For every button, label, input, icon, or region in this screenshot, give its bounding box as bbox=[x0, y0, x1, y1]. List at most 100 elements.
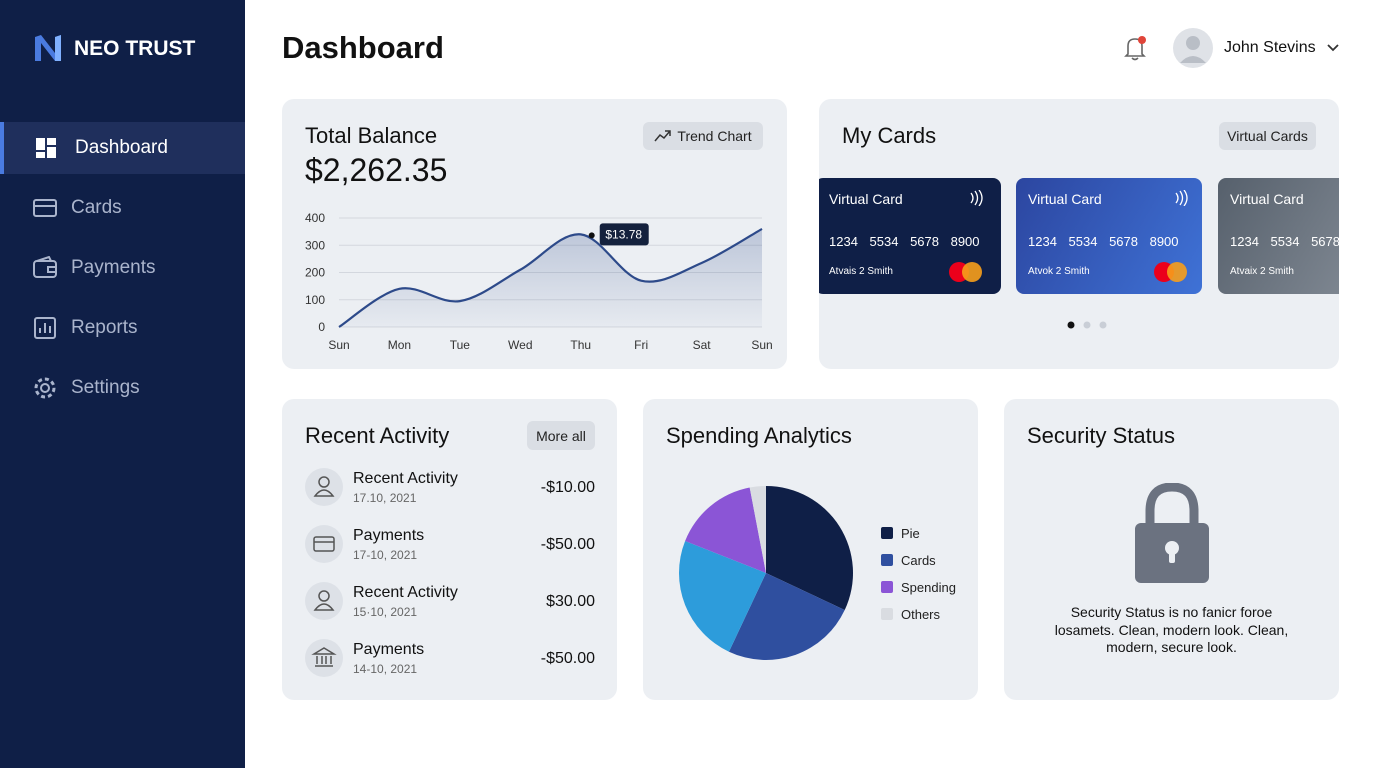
brand: NEO TRUST bbox=[74, 37, 196, 60]
button-label: Trend Chart bbox=[677, 128, 752, 144]
trend-button[interactable]: Trend Chart bbox=[643, 122, 763, 150]
activity-date: 15·10, 2021 bbox=[353, 605, 418, 619]
balance-amount: $2,262.35 bbox=[305, 152, 448, 188]
y-tick-label: 0 bbox=[318, 320, 325, 334]
panel-title: Security Status bbox=[1027, 423, 1175, 448]
security-text: Security Status is no fanicr foroe losam… bbox=[1054, 604, 1289, 655]
contactless bbox=[970, 190, 983, 206]
x-tick-label: Wed bbox=[508, 338, 532, 352]
logo bbox=[35, 35, 61, 61]
activity-date: 14-10, 2021 bbox=[353, 662, 418, 676]
activity-amount: -$50.00 bbox=[540, 536, 595, 553]
cards-panel: My Cards Virtual Cards Virtual Card 1234… bbox=[819, 99, 1339, 369]
nav-label: Reports bbox=[71, 317, 138, 338]
legend-label: Others bbox=[901, 607, 941, 622]
y-tick-label: 200 bbox=[305, 266, 325, 280]
security-panel: Security Status Security Status is no fa… bbox=[1004, 399, 1339, 700]
legend-swatch bbox=[881, 608, 893, 620]
line-series bbox=[338, 227, 763, 328]
panel-title: My Cards bbox=[842, 123, 937, 148]
activity-amount: -$10.00 bbox=[540, 479, 595, 496]
icon bbox=[36, 138, 56, 158]
y-tick-label: 300 bbox=[305, 238, 325, 252]
card-brand bbox=[1154, 262, 1187, 282]
activity-icon bbox=[305, 525, 343, 563]
balance-panel: Total Balance $2,262.35 Trend Chart 0 100… bbox=[282, 99, 787, 369]
x-tick-label: Mon bbox=[388, 338, 411, 352]
legend-swatch bbox=[881, 581, 893, 593]
card-number: 1234 5534 5678 8900 bbox=[829, 234, 980, 249]
icon bbox=[34, 377, 56, 399]
card-label: Virtual Card bbox=[1230, 191, 1304, 207]
card-holder: Atvok 2 Smith bbox=[1028, 266, 1090, 277]
activity-panel: Recent Activity More all Recent Activity… bbox=[282, 399, 617, 700]
notification-bell[interactable] bbox=[1122, 34, 1150, 62]
activity-title: Payments bbox=[353, 527, 425, 544]
x-tick-label: Tue bbox=[450, 338, 471, 352]
activity-icon bbox=[305, 468, 343, 506]
nav-label: Dashboard bbox=[75, 137, 168, 158]
card-holder: Atvais 2 Smith bbox=[829, 266, 893, 277]
button-label: Virtual Cards bbox=[1227, 128, 1308, 144]
activity-title: Recent Activity bbox=[353, 584, 458, 601]
more-button[interactable]: More all bbox=[527, 421, 595, 450]
icon bbox=[33, 199, 57, 217]
avatar[interactable] bbox=[1172, 27, 1214, 69]
activity-date: 17-10, 2021 bbox=[353, 548, 418, 562]
activity-title: Payments bbox=[353, 641, 425, 658]
pie-slice bbox=[685, 487, 766, 573]
spending-panel: Spending Analytics Pie Cards Spending Other… bbox=[643, 399, 978, 700]
card-holder: Atvaix 2 Smith bbox=[1230, 266, 1294, 277]
sidebar: NEO TRUST Dashboard Cards Payments Repor… bbox=[0, 0, 245, 768]
nav-label: Payments bbox=[71, 257, 156, 278]
card-brand bbox=[949, 262, 982, 282]
button-label: More all bbox=[536, 427, 586, 444]
chevron[interactable] bbox=[1326, 42, 1340, 54]
activity-icon bbox=[305, 582, 343, 620]
nav-item[interactable]: Reports bbox=[0, 302, 245, 354]
legend-swatch bbox=[881, 527, 893, 539]
nav-item[interactable]: Cards bbox=[0, 182, 245, 234]
panel-title: Recent Activity bbox=[305, 423, 450, 448]
line-area bbox=[339, 228, 762, 327]
virtual-card[interactable]: Virtual Card 1234 5534 5678 8900 Atvok 2… bbox=[1016, 178, 1202, 294]
user-name[interactable]: John Stevins bbox=[1224, 39, 1316, 56]
legend-label: Cards bbox=[901, 553, 936, 568]
activity-date: 17.10, 2021 bbox=[353, 491, 417, 505]
card-number: 1234 5534 5678 bbox=[1230, 234, 1339, 249]
virtual-cards-button[interactable]: Virtual Cards bbox=[1219, 122, 1316, 150]
card-label: Virtual Card bbox=[829, 191, 903, 207]
activity-title: Recent Activity bbox=[353, 470, 458, 487]
card-label: Virtual Card bbox=[1028, 191, 1102, 207]
tooltip-label: $13.78 bbox=[605, 227, 642, 241]
panel-title: Spending Analytics bbox=[666, 423, 852, 448]
y-tick-label: 400 bbox=[305, 211, 325, 225]
panel-title: Total Balance bbox=[305, 123, 438, 148]
y-tick-label: 100 bbox=[305, 293, 325, 307]
x-tick-label: Sun bbox=[751, 338, 772, 352]
activity-amount: -$50.00 bbox=[540, 650, 595, 667]
pie-chart: Pie Cards Spending Others bbox=[679, 486, 956, 660]
virtual-card[interactable]: Virtual Card 1234 5534 5678 Atvaix 2 Smi… bbox=[1218, 178, 1339, 294]
nav-label: Settings bbox=[71, 377, 140, 398]
lock-icon bbox=[1135, 483, 1209, 583]
pie-slice bbox=[766, 486, 853, 611]
carousel-dots[interactable] bbox=[1063, 320, 1107, 330]
nav-item[interactable]: Payments bbox=[0, 242, 245, 294]
nav-label: Cards bbox=[71, 197, 122, 218]
activity-icon bbox=[305, 639, 343, 677]
activity-amount: $30.00 bbox=[546, 593, 595, 610]
x-tick-label: Fri bbox=[634, 338, 648, 352]
nav-item[interactable]: Dashboard bbox=[0, 122, 245, 174]
x-tick-label: Sat bbox=[693, 338, 712, 352]
legend-label: Spending bbox=[901, 580, 956, 595]
contactless bbox=[1175, 190, 1188, 206]
icon bbox=[654, 130, 672, 142]
virtual-card[interactable]: Virtual Card 1234 5534 5678 8900 Atvais … bbox=[819, 178, 1001, 294]
nav-item[interactable]: Settings bbox=[0, 362, 245, 414]
legend-swatch bbox=[881, 554, 893, 566]
page-title: Dashboard bbox=[282, 30, 444, 65]
card-number: 1234 5534 5678 8900 bbox=[1028, 234, 1179, 249]
x-tick-label: Sun bbox=[328, 338, 349, 352]
